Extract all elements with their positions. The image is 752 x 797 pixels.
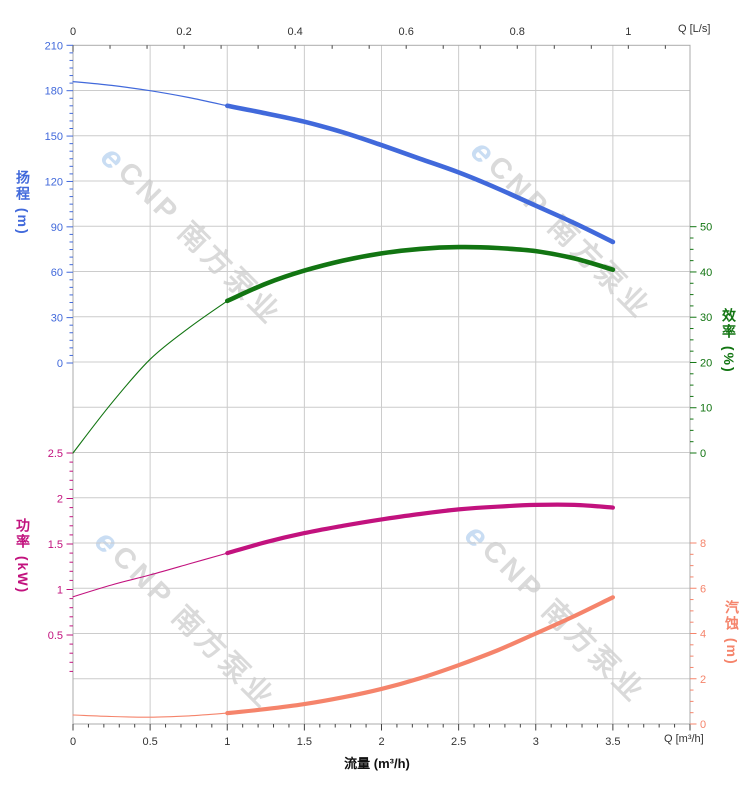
svg-text:0.8: 0.8 — [510, 26, 525, 38]
svg-text:1: 1 — [625, 26, 631, 38]
svg-text:3: 3 — [533, 736, 539, 748]
power-axis-title: 功率 (kW) — [15, 518, 31, 595]
efficiency-axis-title: 效率 (%) — [721, 308, 737, 374]
svg-text:6: 6 — [700, 583, 706, 595]
svg-text:4: 4 — [700, 629, 706, 641]
x-axis-label: 流量 (m³/h) — [344, 756, 410, 771]
series-eff — [72, 244, 616, 454]
svg-text:0: 0 — [700, 719, 706, 731]
svg-text:0.6: 0.6 — [399, 26, 414, 38]
svg-text:2.5: 2.5 — [48, 448, 63, 460]
series-eff-thin — [72, 300, 228, 454]
npsh-axis-ticks-labels: 8 6 4 2 0 — [700, 538, 706, 731]
svg-text:2.5: 2.5 — [451, 736, 466, 748]
svg-text:210: 210 — [45, 40, 63, 52]
x-axis-bottom-ticks-labels: 0 0.5 1 1.5 2 2.5 3 3.5 — [70, 736, 621, 748]
head-axis-ticks — [66, 44, 73, 364]
svg-text:10: 10 — [700, 403, 712, 415]
head-axis-title: 扬程 (m) — [15, 170, 31, 236]
svg-text:0.2: 0.2 — [176, 26, 191, 38]
series-npsh — [72, 595, 615, 718]
eff-axis-ticks — [690, 226, 697, 454]
svg-text:180: 180 — [45, 86, 63, 98]
gridlines — [73, 45, 690, 724]
series-npsh-thick — [225, 595, 615, 716]
svg-text:1.5: 1.5 — [48, 539, 63, 551]
svg-text:0.5: 0.5 — [142, 736, 157, 748]
head-axis-ticks-labels: 210 180 150 120 90 60 30 0 — [45, 40, 63, 370]
svg-text:8: 8 — [700, 538, 706, 550]
svg-text:30: 30 — [51, 313, 63, 325]
svg-text:0: 0 — [70, 26, 76, 38]
svg-text:0.5: 0.5 — [48, 630, 63, 642]
svg-text:2: 2 — [57, 494, 63, 506]
svg-text:0.4: 0.4 — [287, 26, 302, 38]
top-axis-unit-label: Q [L/s] — [678, 23, 711, 35]
svg-text:30: 30 — [700, 312, 712, 324]
svg-text:0: 0 — [70, 736, 76, 748]
svg-text:2: 2 — [378, 736, 384, 748]
x-axis-top-ticks-labels: 0 0.2 0.4 0.6 0.8 1 — [70, 26, 631, 38]
svg-text:90: 90 — [51, 222, 63, 234]
power-axis-ticks — [66, 452, 73, 672]
svg-text:150: 150 — [45, 131, 63, 143]
series-npsh-thin — [72, 712, 228, 718]
x-axis-bottom-ticks — [72, 724, 691, 731]
series-power — [72, 502, 615, 598]
svg-text:3.5: 3.5 — [605, 736, 620, 748]
svg-text:50: 50 — [700, 222, 712, 234]
svg-text:120: 120 — [45, 176, 63, 188]
series-head-thin — [72, 81, 228, 107]
svg-text:20: 20 — [700, 357, 712, 369]
series-power-thin — [72, 552, 228, 598]
npsh-axis-ticks — [690, 542, 697, 725]
npsh-axis-title: 汽蚀 (m) — [724, 600, 740, 666]
series-head — [72, 81, 616, 245]
svg-text:1.5: 1.5 — [297, 736, 312, 748]
series-head-thick — [225, 103, 616, 245]
bottom-axis-unit-label: Q [m³/h] — [664, 733, 704, 745]
svg-text:1: 1 — [57, 585, 63, 597]
power-axis-ticks-labels: 2.5 2 1.5 1 0.5 — [48, 448, 63, 642]
svg-text:0: 0 — [700, 448, 706, 460]
series-power-thick — [225, 502, 615, 556]
svg-text:1: 1 — [224, 736, 230, 748]
svg-text:40: 40 — [700, 267, 712, 279]
eff-axis-ticks-labels: 50 40 30 20 10 0 — [700, 222, 712, 460]
x-axis-top-ticks — [72, 45, 666, 52]
svg-text:0: 0 — [57, 358, 63, 370]
svg-text:60: 60 — [51, 267, 63, 279]
series-eff-thick — [225, 244, 616, 304]
svg-text:2: 2 — [700, 674, 706, 686]
